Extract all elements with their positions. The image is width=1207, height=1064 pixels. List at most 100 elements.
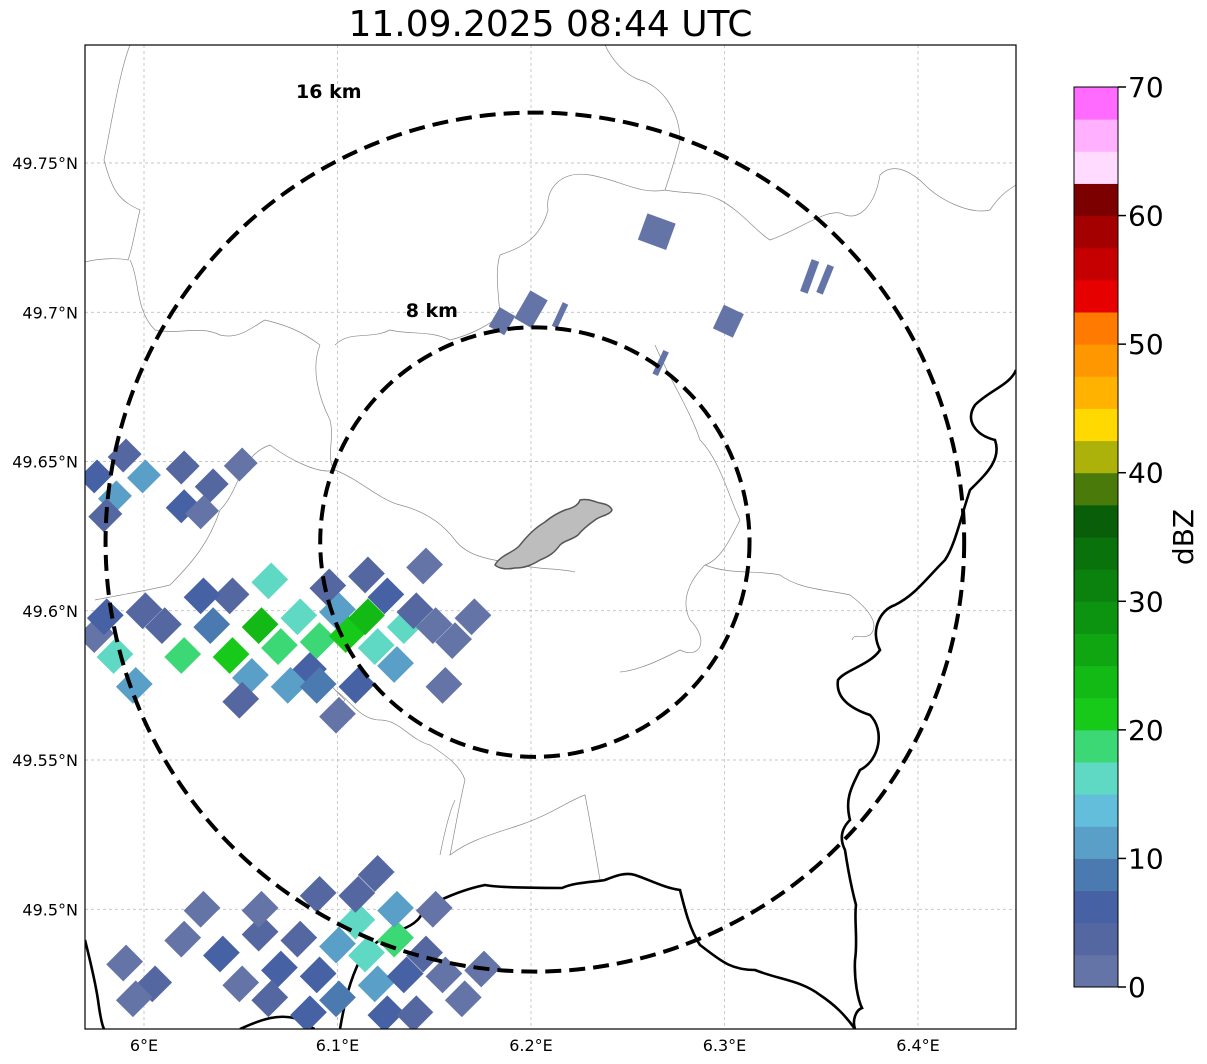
echo-cell — [406, 935, 443, 973]
colorbar-segment — [1074, 215, 1118, 249]
echo-cell — [85, 459, 113, 494]
echo-cell — [251, 980, 289, 1018]
map-frame — [84, 44, 1017, 1030]
border-luxembourg-france — [419, 872, 857, 1029]
echo-cell — [319, 980, 356, 1018]
range-rings: 8 km 16 km — [103, 81, 967, 974]
colorbar-segment — [1074, 826, 1118, 859]
echo-cell — [185, 495, 220, 530]
echo-cell — [194, 468, 229, 503]
echo-cell — [454, 598, 492, 636]
echo-cell — [396, 995, 434, 1029]
lat-label: 49.5°N — [22, 900, 78, 919]
echo-cell — [107, 438, 142, 473]
colorbar-segment — [1074, 601, 1118, 634]
echo-cell — [299, 622, 337, 659]
lon-label: 6°E — [130, 1036, 158, 1055]
radar-echoes — [85, 213, 834, 1029]
echo-cell — [144, 607, 182, 645]
colorbar-segment — [1074, 729, 1118, 763]
colorbar-segment — [1074, 633, 1118, 667]
echo-cell — [357, 855, 395, 892]
border-france-belgium — [85, 939, 106, 1029]
echo-cell — [299, 875, 337, 913]
echo-cell — [551, 302, 569, 329]
admin-line — [129, 259, 321, 346]
colorbar-tick-label: 20 — [1128, 714, 1164, 747]
map-title: 11.09.2025 08:44 UTC — [348, 4, 753, 45]
echo-cell — [270, 666, 308, 704]
echo-cell — [712, 304, 744, 338]
colorbar-segment — [1074, 247, 1118, 281]
border-luxembourg-germany — [836, 369, 1016, 1029]
echo-cell — [223, 447, 258, 482]
lon-label: 6.4°E — [896, 1036, 940, 1055]
admin-line — [439, 799, 456, 856]
colorbar-frame — [1073, 86, 1119, 988]
echo-cell — [241, 914, 279, 952]
colorbar-tick-label: 10 — [1128, 842, 1164, 875]
lon-label: 6.3°E — [703, 1036, 747, 1055]
echo-cell — [280, 920, 318, 958]
admin-line — [85, 45, 141, 263]
echo-cell — [319, 926, 356, 964]
echo-cell — [290, 995, 327, 1029]
echo-cell — [377, 920, 414, 958]
colorbar-segment — [1074, 922, 1118, 956]
colorbar-segment — [1074, 87, 1118, 120]
echo-cell — [222, 965, 260, 1003]
echo-cell — [377, 890, 414, 928]
echo-cell — [115, 666, 153, 704]
echo-cell — [86, 598, 124, 636]
echo-cell — [203, 935, 240, 973]
lat-label: 49.75°N — [12, 154, 78, 173]
echo-cell — [444, 980, 482, 1018]
echo-cell — [348, 598, 385, 636]
lat-label: 49.65°N — [12, 453, 78, 472]
echo-cell — [165, 450, 200, 485]
colorbar-segment — [1074, 537, 1118, 570]
lat-label: 49.55°N — [12, 751, 78, 770]
echo-cell — [319, 592, 356, 630]
colorbar-tick-label: 30 — [1128, 585, 1164, 618]
echo-cell — [396, 592, 434, 630]
echo-cell — [193, 607, 231, 645]
colorbar-segment — [1074, 440, 1118, 474]
admin-line — [704, 564, 875, 641]
colorbar-segment — [1074, 954, 1118, 988]
echo-cell — [309, 568, 347, 606]
echo-cell — [386, 956, 424, 994]
colorbar-segment — [1074, 151, 1118, 184]
colorbar-tick-label: 40 — [1128, 457, 1164, 490]
echo-cell — [377, 646, 414, 683]
colorbar-tick-label: 70 — [1128, 71, 1164, 104]
echo-cell — [415, 890, 453, 928]
echo-cell — [435, 622, 472, 659]
echo-cell — [357, 965, 395, 1003]
echo-cell — [183, 577, 221, 615]
echo-cell — [816, 264, 834, 295]
colorbar: 0 10 20 30 40 50 60 70 dBZ — [1073, 71, 1200, 1004]
echo-cell — [261, 950, 298, 988]
echo-cell — [96, 637, 134, 674]
colorbar-segment — [1074, 183, 1118, 217]
colorbar-segment — [1074, 312, 1118, 345]
echo-cell — [164, 637, 202, 674]
echo-cell — [106, 944, 144, 982]
range-ring-label: 16 km — [296, 81, 362, 103]
echo-cell — [212, 577, 250, 615]
echo-cell — [164, 920, 202, 958]
colorbar-segment — [1074, 376, 1118, 409]
echo-cell — [406, 547, 443, 585]
lon-label: 6.1°E — [316, 1036, 360, 1055]
echo-cell — [637, 213, 676, 250]
admin-boundaries — [85, 45, 1016, 881]
echo-cell — [241, 607, 279, 645]
echo-cell — [800, 259, 820, 294]
echo-cell — [251, 562, 289, 600]
echo-cell — [425, 666, 463, 704]
echo-cell — [222, 681, 260, 719]
colorbar-segment — [1074, 794, 1118, 827]
lat-label: 49.7°N — [22, 303, 78, 322]
